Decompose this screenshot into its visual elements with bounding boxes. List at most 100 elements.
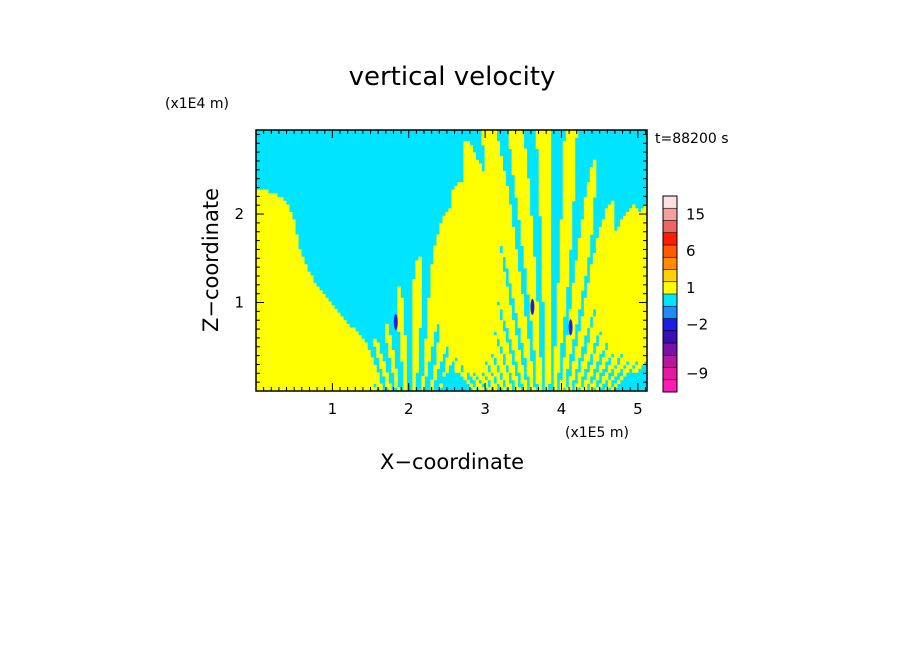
field-cell-positive (430, 271, 507, 276)
field-cell-positive (484, 159, 504, 164)
field-cell-positive (394, 372, 398, 377)
field-cell-positive (574, 260, 588, 265)
field-cell-positive (574, 383, 582, 388)
field-cell-positive (532, 327, 540, 332)
field-cell-positive (523, 264, 537, 269)
field-cell-positive (583, 383, 588, 388)
field-cell-positive (532, 323, 540, 329)
field-cell-positive (541, 219, 552, 224)
field-cell-positive (427, 323, 437, 329)
field-cell-positive (517, 312, 525, 317)
field-cell-positive (400, 342, 407, 347)
field-cell-positive (415, 275, 422, 280)
field-cell-positive (256, 349, 371, 355)
field-cell-positive (256, 376, 380, 381)
field-cell-positive (589, 383, 597, 388)
field-cell-positive (421, 376, 425, 381)
field-cell-positive (544, 376, 552, 381)
field-cell-positive (427, 312, 501, 317)
field-cell-positive (598, 230, 647, 235)
field-cell-positive (505, 260, 519, 265)
field-cell-positive (553, 376, 558, 381)
field-cell-positive (484, 167, 504, 172)
field-cell-positive (529, 387, 537, 391)
field-cell-positive (463, 368, 488, 373)
field-cell-positive (466, 379, 470, 384)
field-cell-positive (541, 230, 552, 235)
field-cell-positive (436, 342, 498, 347)
field-cell-positive (538, 148, 552, 153)
field-cell-positive (514, 182, 531, 187)
field-cell-positive (541, 253, 552, 258)
field-cell-positive (469, 383, 473, 388)
field-cell-positive (544, 323, 552, 329)
field-cell-positive (472, 376, 476, 381)
field-cell-positive (403, 387, 407, 391)
field-cell-positive (373, 338, 377, 343)
field-cell-positive (403, 364, 407, 370)
field-cell-positive (427, 297, 510, 302)
field-cell-positive (562, 193, 576, 198)
field-cell-positive (607, 342, 647, 347)
field-cell-positive (568, 379, 573, 384)
field-cell-positive (382, 368, 386, 373)
field-cell-positive (580, 364, 588, 370)
field-cell-positive (511, 294, 525, 299)
field-cell-positive (535, 353, 540, 358)
field-cell-positive (541, 245, 552, 250)
field-cell-positive (592, 323, 647, 329)
field-cell-positive (412, 282, 422, 287)
field-cell-positive (565, 133, 579, 138)
field-cell-positive (508, 387, 513, 391)
field-cell-positive (544, 372, 552, 377)
field-cell-positive (583, 204, 594, 209)
field-cell-positive (382, 372, 389, 377)
field-cell-positive (412, 327, 419, 332)
field-cell-positive (619, 223, 647, 228)
field-cell-positive (544, 357, 552, 362)
field-cell-positive (412, 368, 419, 373)
field-cell-positive (583, 353, 591, 358)
field-cell-positive (616, 379, 621, 384)
field-cell-positive (589, 327, 647, 332)
field-cell-positive (376, 349, 380, 355)
x-tick-label: 1 (328, 400, 338, 418)
field-cell-positive (544, 316, 552, 321)
field-cell-positive (571, 290, 582, 295)
field-cell-positive (571, 294, 582, 299)
field-cell-positive (463, 171, 507, 176)
field-cell-positive (502, 316, 513, 321)
field-cell-positive (478, 387, 485, 391)
field-cell-positive (412, 379, 416, 384)
field-cell-positive (256, 215, 293, 220)
field-cell-positive (385, 379, 389, 384)
field-cell-positive (478, 376, 485, 381)
field-cell-positive (571, 361, 579, 366)
field-cell-positive (541, 275, 552, 280)
field-cell-positive (511, 171, 528, 176)
colorbar-swatch (663, 269, 677, 283)
field-cell-positive (256, 387, 377, 391)
field-cell-positive (541, 271, 552, 276)
field-cell-positive (544, 342, 552, 347)
field-cell-positive (436, 238, 516, 243)
field-cell-positive (577, 253, 591, 258)
field-cell-positive (433, 364, 440, 370)
field-cell-positive (445, 368, 449, 373)
field-cell-positive (439, 323, 504, 329)
field-cell-positive (502, 387, 507, 391)
field-cell-positive (256, 368, 377, 373)
field-cell-positive (517, 320, 528, 325)
field-cell-positive (556, 286, 567, 291)
field-cell-positive (562, 204, 573, 209)
x-unit-label: (x1E5 m) (565, 425, 629, 441)
field-cell-positive (574, 349, 582, 355)
field-cell-positive (601, 376, 609, 381)
field-cell-positive (256, 320, 347, 325)
field-cell-positive (520, 372, 525, 377)
field-cell-positive (457, 357, 495, 362)
field-cell-positive (505, 357, 513, 362)
field-cell-positive (541, 249, 552, 254)
field-cell-positive (256, 253, 302, 258)
